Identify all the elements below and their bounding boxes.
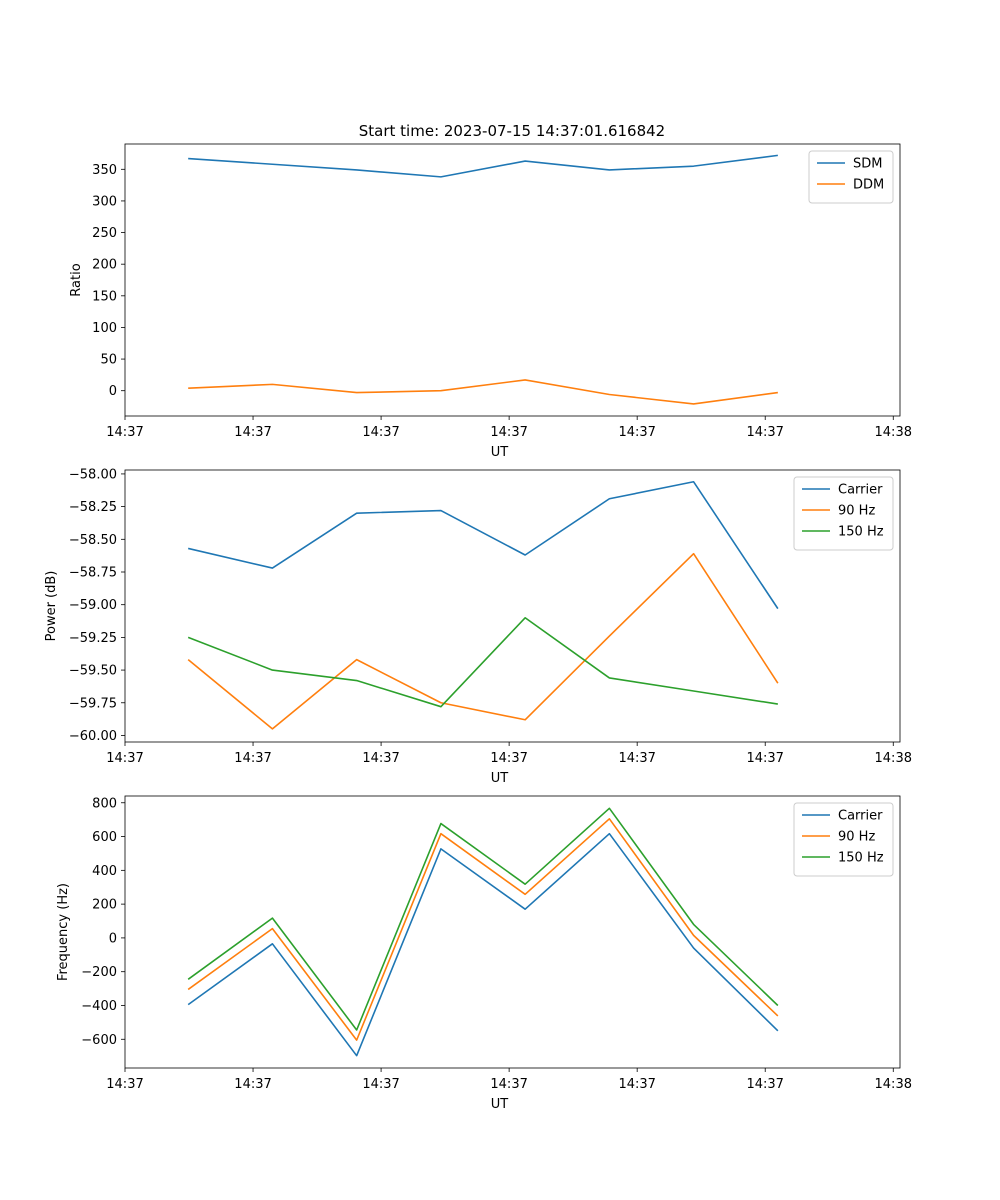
- figure-title: Start time: 2023-07-15 14:37:01.616842: [359, 122, 665, 140]
- series-line-sdm: [188, 154, 778, 178]
- y-tick-label: 800: [92, 796, 117, 811]
- x-tick-label: 14:38: [875, 425, 912, 440]
- axes-frame: [124, 143, 901, 417]
- y-tick-label: −200: [81, 965, 117, 980]
- x-tick-label: 14:37: [106, 751, 143, 766]
- x-tick-label: 14:37: [106, 425, 143, 440]
- x-tick-label: 14:37: [106, 1077, 143, 1092]
- x-tick-label: 14:38: [875, 751, 912, 766]
- y-tick-label: 350: [92, 163, 117, 178]
- series-line-150-hz: [187, 807, 779, 1031]
- x-axis-label: UT: [491, 771, 509, 786]
- x-tick-label: 14:37: [746, 751, 783, 766]
- legend-label: Carrier: [838, 483, 883, 498]
- x-tick-label: 14:37: [746, 425, 783, 440]
- legend-label: 90 Hz: [838, 504, 875, 519]
- series-line-ddm: [188, 379, 778, 405]
- y-tick-label: 200: [92, 898, 117, 913]
- y-axis-label: Power (dB): [44, 571, 59, 642]
- y-tick-label: −59.00: [69, 598, 117, 613]
- y-tick-label: −59.75: [69, 696, 117, 711]
- axes-frame: [124, 795, 901, 1069]
- x-tick-label: 14:37: [362, 425, 399, 440]
- y-tick-label: 50: [100, 353, 117, 368]
- x-tick-label: 14:37: [362, 1077, 399, 1092]
- y-tick-label: −58.00: [69, 467, 117, 482]
- x-tick-label: 14:37: [234, 425, 271, 440]
- x-tick-label: 14:37: [234, 751, 271, 766]
- legend-label: 90 Hz: [838, 830, 875, 845]
- x-tick-label: 14:37: [362, 751, 399, 766]
- x-tick-label: 14:37: [490, 751, 527, 766]
- x-tick-label: 14:37: [618, 751, 655, 766]
- series-line-carrier: [187, 480, 779, 610]
- legend: SDM DDM: [808, 150, 894, 204]
- y-tick-label: 0: [109, 384, 117, 399]
- legend-label: DDM: [853, 178, 884, 193]
- series-line-150-hz: [187, 616, 778, 708]
- y-tick-label: −600: [81, 1033, 117, 1048]
- chart-panel-2: 14:37 14:37 14:37 14:37 14:37 14:37 14:38 −60.0…: [44, 467, 912, 786]
- series-line-carrier: [187, 832, 779, 1057]
- chart-panel-1: 14:37 14:37 14:37 14:37 14:37 14:37 14:38 0 50 10…: [69, 143, 912, 460]
- legend-label: SDM: [853, 157, 882, 172]
- legend: Carrier 90 Hz 150 Hz: [793, 476, 894, 551]
- y-axis-label: Ratio: [69, 263, 84, 296]
- y-tick-label: 150: [92, 289, 117, 304]
- y-tick-label: 0: [109, 931, 117, 946]
- x-tick-label: 14:37: [234, 1077, 271, 1092]
- legend-label: Carrier: [838, 809, 883, 824]
- series-line-90-hz: [187, 818, 779, 1041]
- y-axis-label: Frequency (Hz): [56, 883, 71, 981]
- y-tick-label: −58.50: [69, 533, 117, 548]
- y-tick-label: −59.50: [69, 664, 117, 679]
- x-tick-label: 14:37: [618, 425, 655, 440]
- y-tick-label: 200: [92, 258, 117, 273]
- y-tick-label: 300: [92, 194, 117, 209]
- y-tick-label: −58.25: [69, 500, 117, 515]
- y-tick-label: −60.00: [69, 729, 117, 744]
- y-tick-label: 250: [92, 226, 117, 241]
- y-tick-label: −58.75: [69, 566, 117, 581]
- legend-box: [808, 150, 894, 204]
- x-axis-label: UT: [491, 1097, 509, 1112]
- legend-label: 150 Hz: [838, 851, 884, 866]
- x-tick-label: 14:38: [875, 1077, 912, 1092]
- y-tick-label: 100: [92, 321, 117, 336]
- chart-panel-3: 14:37 14:37 14:37 14:37 14:37 14:37 14:38 −600 −…: [56, 795, 912, 1112]
- y-tick-label: −400: [81, 999, 117, 1014]
- y-tick-label: 400: [92, 864, 117, 879]
- x-axis-label: UT: [491, 445, 509, 460]
- axes-frame: [124, 469, 901, 743]
- legend: Carrier 90 Hz 150 Hz: [793, 802, 894, 877]
- x-tick-label: 14:37: [490, 1077, 527, 1092]
- series-line-90-hz: [187, 552, 779, 730]
- x-tick-label: 14:37: [746, 1077, 783, 1092]
- x-tick-label: 14:37: [618, 1077, 655, 1092]
- legend-label: 150 Hz: [838, 525, 884, 540]
- x-tick-label: 14:37: [490, 425, 527, 440]
- y-tick-label: −59.25: [69, 631, 117, 646]
- y-tick-label: 600: [92, 830, 117, 845]
